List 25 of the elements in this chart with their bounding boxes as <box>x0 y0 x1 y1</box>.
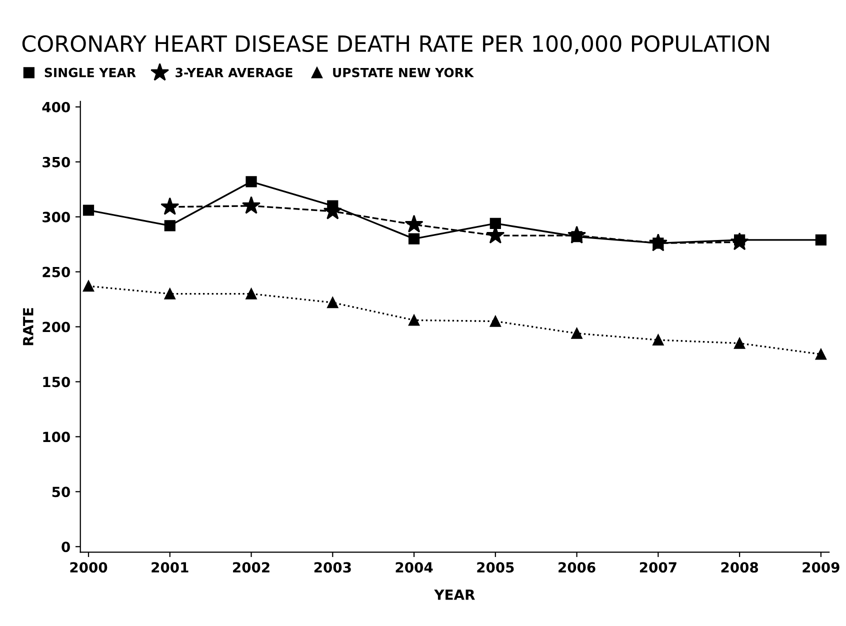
x-tick-label: 2009 <box>802 562 840 573</box>
legend-label: SINGLE YEAR <box>44 68 136 78</box>
x-tick-label: 2006 <box>558 562 596 573</box>
y-tick-label: 150 <box>43 376 70 388</box>
y-tick-label: 200 <box>42 322 70 332</box>
legend-label: 3-YEAR AVERAGE <box>176 68 292 78</box>
chart-title: CORONARY HEART DISEASE DEATH RATE PER 100,000 POPULATION <box>22 35 769 54</box>
x-tick-label: 2005 <box>477 562 514 573</box>
x-tick-label: 2001 <box>152 562 188 573</box>
y-tick-label: 350 <box>42 156 70 168</box>
x-tick-label: 2007 <box>640 562 676 573</box>
y-tick-label: 0 <box>62 542 70 552</box>
x-tick-label: 2002 <box>233 562 270 573</box>
x-tick-label: 2000 <box>70 562 108 573</box>
y-axis-title: RATE <box>23 308 34 346</box>
x-tick-label: 2004 <box>396 562 433 573</box>
y-tick-label: 400 <box>42 102 70 112</box>
x-tick-label: 2003 <box>314 562 351 573</box>
y-tick-label: 50 <box>52 486 70 498</box>
y-tick-label: 250 <box>42 266 70 278</box>
x-tick-label: 2008 <box>721 562 758 573</box>
x-axis-title: YEAR <box>434 590 475 600</box>
y-tick-label: 100 <box>43 432 70 442</box>
legend-label: UPSTATE NEW YORK <box>333 68 474 78</box>
y-tick-label: 300 <box>42 212 70 222</box>
